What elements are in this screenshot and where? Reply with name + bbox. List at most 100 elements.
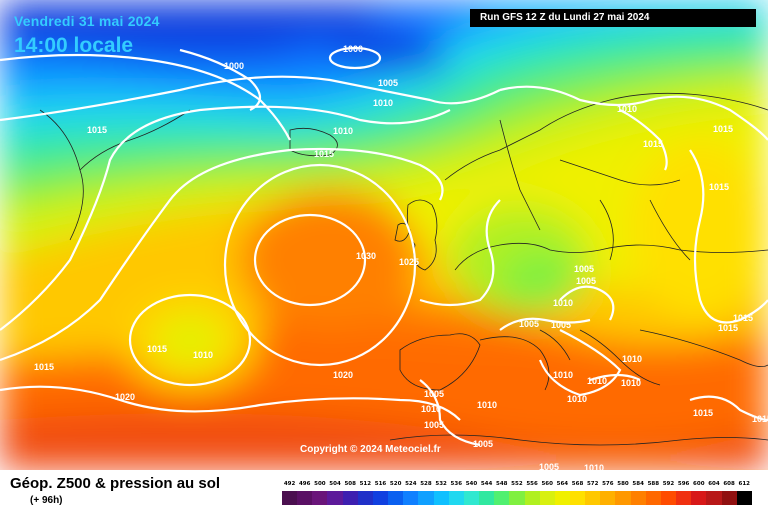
scale-swatch: [388, 491, 404, 505]
isobar-label: 1005: [574, 264, 594, 274]
coastlines: [39, 92, 768, 446]
scale-swatch: [676, 491, 692, 505]
scale-label: 596: [677, 481, 690, 487]
scale-label: 532: [435, 481, 447, 487]
scale-swatch: [645, 491, 661, 505]
scale-label: 604: [708, 481, 720, 487]
isobar-label: 1030: [356, 251, 376, 261]
scale-swatch: [297, 491, 313, 505]
forecast-time: 14:00 locale: [14, 34, 134, 57]
isobar-label: 1020: [115, 392, 135, 402]
scale-label: 572: [586, 481, 599, 487]
scale-swatch: [569, 491, 586, 505]
scale-swatch: [585, 491, 601, 505]
scale-label: 556: [526, 481, 538, 487]
color-scale-bar: [282, 491, 752, 505]
scale-label: 564: [556, 481, 569, 487]
isobar-label: 1025: [399, 257, 419, 267]
copyright-text: Copyright © 2024 Meteociel.fr: [300, 444, 441, 455]
isobar-label: 1010: [193, 350, 213, 360]
scale-label: 576: [602, 481, 614, 487]
scale-swatch: [327, 491, 343, 505]
forecast-date: Vendredi 31 mai 2024: [14, 13, 160, 29]
scale-label: 528: [420, 481, 432, 487]
scale-label: 608: [723, 481, 735, 487]
isobar-label: 1010: [553, 298, 573, 308]
isobar-label: 1010: [477, 400, 497, 410]
model-run-label: Run GFS 12 Z du Lundi 27 mai 2024: [470, 9, 756, 27]
isobar-label: 1015: [693, 408, 713, 418]
isobar-label: 1020: [333, 370, 353, 380]
scale-label: 512: [359, 481, 372, 487]
isobar-label: 1005: [378, 78, 398, 88]
scale-swatch: [691, 491, 707, 505]
isobar-labels: 1000 1000 1005 1010 1015 1010 1015 1030 …: [34, 44, 768, 470]
scale-label: 492: [283, 481, 296, 487]
isobar-label: 1005: [576, 276, 596, 286]
scale-label: 560: [541, 481, 553, 487]
scale-swatch: [403, 491, 419, 505]
scale-swatch: [282, 491, 298, 505]
isobar-label: 1010: [617, 104, 637, 114]
isobar-label: 1010: [567, 394, 587, 404]
scale-swatch: [448, 491, 464, 505]
weather-map: 1000 1000 1005 1010 1015 1010 1015 1030 …: [0, 0, 768, 470]
scale-label: 580: [617, 481, 629, 487]
isobar-label: 1005: [551, 320, 571, 330]
scale-label: 536: [450, 481, 463, 487]
isobar-label: 1010: [333, 126, 353, 136]
scale-swatch: [312, 491, 328, 505]
isobar-label: 1010: [587, 376, 607, 386]
scale-label: 588: [647, 481, 660, 487]
scale-swatch: [463, 491, 480, 505]
scale-label: 524: [405, 481, 417, 487]
isobar-label: 1005: [473, 439, 493, 449]
scale-label: 500: [314, 481, 326, 487]
scale-swatch: [615, 491, 631, 505]
isobar-label: 1015: [147, 344, 167, 354]
scale-swatch: [660, 491, 677, 505]
scale-label: 540: [465, 481, 478, 487]
scale-label: 612: [738, 481, 750, 487]
scale-swatch: [630, 491, 646, 505]
isobar-label: 1000: [343, 44, 363, 54]
scale-swatch: [706, 491, 722, 505]
isobar-label: 1015: [34, 362, 54, 372]
isobar-label: 1005: [424, 420, 444, 430]
isobar-label: 1010: [621, 378, 641, 388]
scale-swatch: [509, 491, 525, 505]
geopotential-field: [0, 0, 768, 470]
isobar-label: 1015: [718, 323, 738, 333]
isobar-label: 1015: [314, 149, 334, 159]
scale-label: 600: [693, 481, 705, 487]
isobar-label: 1010: [584, 463, 604, 470]
isobar-label: 1005: [539, 462, 559, 470]
isobars: [0, 46, 768, 447]
isobar-label: 1015: [713, 124, 733, 134]
scale-swatch: [736, 491, 752, 505]
isobar-label: 1015: [643, 139, 663, 149]
isobar-label: 1005: [519, 319, 539, 329]
scale-label: 548: [496, 481, 508, 487]
isobar-label: 1015: [87, 125, 107, 135]
scale-swatch: [433, 491, 449, 505]
scale-swatch: [494, 491, 510, 505]
scale-swatch: [418, 491, 434, 505]
scale-swatch: [342, 491, 358, 505]
scale-swatch: [372, 491, 389, 505]
color-scale-labels: 492 496 500 504 508 512 516 520 524 528 532 536 540 5…: [282, 479, 752, 489]
scale-swatch: [357, 491, 373, 505]
isobar-label: 1010: [622, 354, 642, 364]
scale-label: 496: [298, 481, 311, 487]
isobar-label: 1000: [224, 61, 244, 71]
color-scale: 492 496 500 504 508 512 516 520 524 528 532 536 540 5…: [282, 479, 752, 505]
isobar-label: 1015: [709, 182, 729, 192]
scale-swatch: [600, 491, 616, 505]
isobar-label: 1015: [733, 313, 753, 323]
map-title: Géop. Z500 & pression au sol: [10, 475, 221, 492]
scale-swatch: [479, 491, 495, 505]
scale-label: 508: [344, 481, 356, 487]
scale-label: 568: [571, 481, 584, 487]
forecast-lead: (+ 96h): [30, 495, 63, 506]
scale-label: 584: [632, 481, 644, 487]
